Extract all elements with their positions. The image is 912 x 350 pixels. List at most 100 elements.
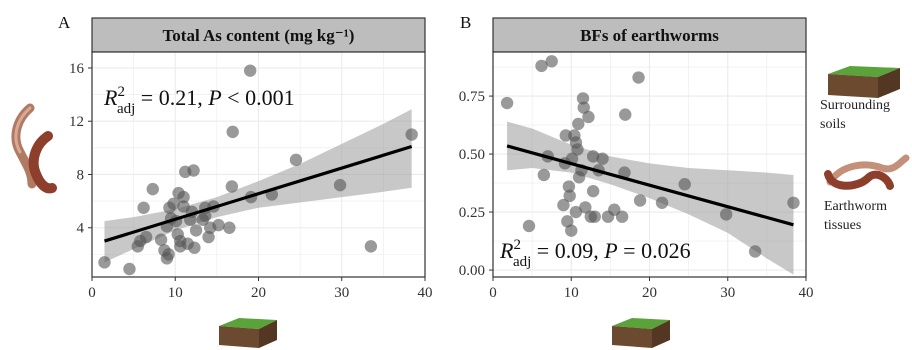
data-point [522, 219, 536, 233]
data-point [572, 117, 585, 131]
data-point [187, 164, 200, 177]
data-point [225, 180, 239, 193]
y-tick-label: 0.25 [459, 205, 485, 221]
data-point [289, 153, 303, 167]
data-point [569, 205, 583, 219]
fit-annotation: R2 adj = 0.09, P = 0.026 [499, 237, 691, 270]
data-point [545, 55, 558, 68]
data-point [188, 241, 201, 254]
data-point [565, 224, 578, 237]
x-tick-label: 30 [334, 285, 349, 301]
data-point [202, 230, 215, 244]
data-point [588, 210, 601, 223]
earthworm-legend-icon [824, 154, 910, 190]
data-point [559, 129, 572, 142]
p-value: < 0.001 [222, 85, 295, 110]
data-point [154, 233, 168, 246]
points [98, 64, 418, 276]
data-point [579, 201, 592, 214]
earthworm-left-icon [11, 103, 57, 194]
title-strip [91, 17, 426, 53]
title-strip [492, 17, 807, 53]
regression-line [506, 144, 794, 227]
regression-line [104, 144, 413, 243]
y-tick-label: 0.75 [459, 89, 485, 105]
data-point [748, 245, 762, 258]
data-point [571, 143, 584, 156]
soil-block-legend-icon [828, 66, 900, 98]
data-point [537, 168, 551, 182]
data-point [223, 221, 236, 234]
data-point [655, 196, 669, 209]
legend-soil-label-line1: Surrounding [820, 98, 890, 113]
legend-soil-label: Surrounding soils [820, 96, 890, 134]
data-point [633, 194, 647, 207]
x-tick-label: 30 [720, 285, 735, 301]
x-tick-label: 10 [168, 285, 183, 301]
r2-symbol: R [499, 238, 514, 263]
data-point [146, 182, 159, 196]
x-tick-label: 0 [88, 285, 96, 301]
data-point [618, 166, 631, 179]
p-symbol: P [207, 85, 221, 110]
y-tick-label: 8 [77, 167, 85, 183]
data-point [405, 128, 418, 141]
legend-soil-label-line2: soils [820, 117, 846, 132]
x-tick-label: 40 [799, 285, 814, 301]
r2-value: = 0.09, [531, 238, 604, 263]
y-tick-label: 12 [69, 114, 84, 130]
legend-worm-label-line1: Earthworm [824, 199, 887, 214]
data-point [561, 215, 574, 228]
data-point [719, 208, 733, 221]
panel-a: A Total As content (mg kg⁻¹) 0 10 20 30 40 4 8 12… [58, 13, 433, 301]
legend-worm-label: Earthworm tissues [824, 197, 887, 235]
data-point [678, 178, 691, 191]
data-point [787, 196, 800, 209]
r2-subscript: adj [117, 101, 135, 117]
data-point [596, 152, 609, 165]
r2-value: = 0.21, [135, 85, 208, 110]
data-point [577, 101, 590, 114]
soil-block-bottom-a-icon [219, 318, 277, 348]
data-point [619, 108, 632, 121]
data-point [500, 96, 514, 110]
r2-symbol: R [103, 85, 118, 110]
confidence-band [507, 121, 794, 275]
data-point [562, 180, 576, 193]
data-point [576, 92, 590, 105]
data-point [139, 230, 153, 244]
data-point [557, 198, 570, 212]
r2-superscript: 2 [117, 84, 125, 100]
chart-title: BFs of earthworms [580, 26, 719, 45]
x-tick-label: 40 [418, 285, 433, 301]
p-symbol: P [603, 238, 617, 263]
data-point [535, 59, 548, 73]
p-value: = 0.026 [618, 238, 691, 263]
data-point [563, 189, 576, 203]
data-point [586, 150, 600, 163]
data-point [162, 248, 175, 261]
data-point [243, 64, 257, 77]
data-point [177, 190, 190, 204]
data-point [333, 178, 347, 192]
data-point [582, 110, 595, 124]
r2-superscript: 2 [513, 237, 521, 253]
data-point [167, 197, 180, 210]
data-point [212, 218, 225, 232]
panel-letter: B [460, 13, 471, 32]
y-tick-label: 0.50 [459, 147, 485, 163]
data-point [123, 262, 136, 276]
r2-subscript: adj [513, 254, 531, 270]
x-tick-label: 20 [251, 285, 266, 301]
x-tick-label: 0 [489, 285, 497, 301]
panel-b: B BFs of earthworms 0 10 20 30 40 0.00 0.25 0.50 0… [459, 13, 814, 301]
data-point [364, 240, 378, 253]
x-tick-label: 20 [642, 285, 657, 301]
soil-block-bottom-b-icon [612, 318, 670, 348]
legend-worm-label-line2: tissues [824, 218, 862, 233]
data-point [632, 71, 645, 84]
y-tick-label: 0.00 [459, 263, 485, 279]
data-point [189, 224, 203, 237]
data-point [586, 184, 600, 198]
